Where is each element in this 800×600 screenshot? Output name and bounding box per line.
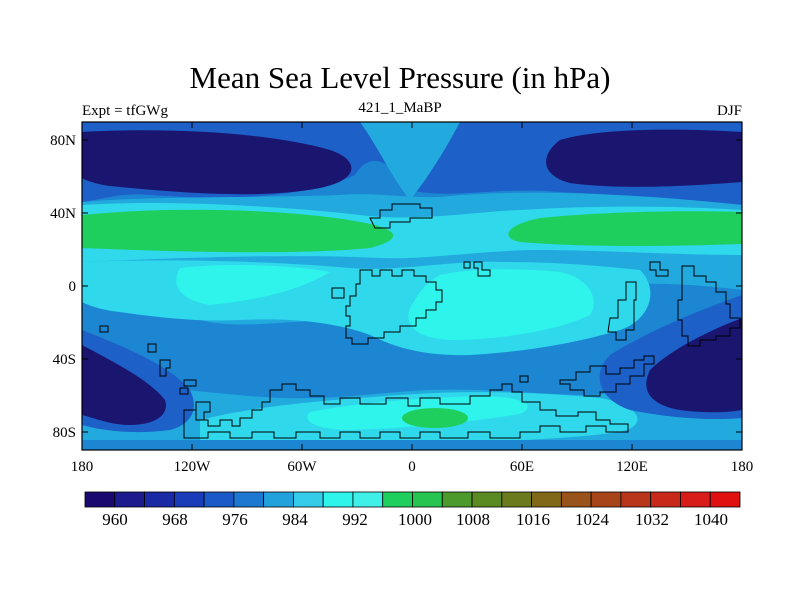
colorbar-swatch	[382, 491, 413, 508]
colorbar-swatch	[680, 491, 711, 508]
colorbar-label: 1032	[635, 510, 669, 529]
colorbar-label: 1008	[456, 510, 490, 529]
lon-tick-labels: 180 120W 60W 0 60E 120E 180	[71, 459, 754, 475]
colorbar-swatch	[144, 491, 175, 508]
lon-tick-label: 0	[408, 459, 416, 475]
colorbar-swatch	[322, 491, 354, 508]
lat-tick-labels: 80N 40N 0 40S 80S	[50, 133, 76, 441]
colorbar-label: 1016	[516, 510, 550, 529]
colorbar-swatch	[531, 491, 562, 508]
lat-axis	[82, 139, 742, 433]
tiny-islands	[179, 375, 529, 395]
lon-tick-label: 60E	[510, 459, 534, 475]
lon-axis	[81, 122, 743, 450]
pressure-field	[82, 122, 742, 450]
south-east-outline	[559, 355, 655, 397]
colorbar-label: 1040	[694, 510, 728, 529]
north-low-east	[546, 129, 742, 187]
antarctic-green-high	[402, 408, 468, 428]
north-channel	[360, 122, 460, 200]
run-label: 421_1_MaBP	[358, 100, 442, 116]
west-islands	[99, 325, 157, 353]
north-high-green-east	[508, 211, 742, 246]
colorbar-labels: 960 968 976 984 992 1000 1008 1016 1024 …	[102, 510, 728, 529]
small-west-island	[331, 287, 345, 299]
lat-tick-label: 80S	[53, 425, 76, 441]
colorbar-swatch	[412, 491, 443, 508]
north-high-green-west	[82, 209, 394, 253]
colorbar-swatch	[114, 491, 145, 508]
equatorial-bright-west	[176, 265, 330, 305]
colorbar-label: 1000	[398, 510, 432, 529]
far-east-outline	[649, 261, 741, 347]
lat-tick-label: 40N	[50, 206, 76, 222]
colorbar-swatch	[620, 491, 652, 508]
colorbar-swatch	[263, 491, 294, 508]
colorbar-swatch	[293, 491, 324, 508]
lon-tick-label: 120W	[174, 459, 212, 475]
lon-tick-label: 180	[71, 459, 94, 475]
lon-tick-label: 120E	[616, 459, 648, 475]
colorbar-label: 968	[162, 510, 188, 529]
experiment-label: Expt = tfGWg	[82, 103, 168, 119]
colorbar-swatch	[352, 491, 384, 508]
colorbar-swatch	[650, 491, 681, 508]
equatorial-bright-center	[408, 269, 594, 340]
africa-outline	[345, 269, 443, 345]
colorbar-label: 960	[102, 510, 128, 529]
south-deep-west	[82, 345, 166, 425]
colorbar-swatch	[560, 491, 592, 508]
colorbar-swatch	[501, 491, 532, 508]
lat-tick-label: 80N	[50, 133, 76, 149]
colorbar-swatch	[471, 491, 503, 508]
lat-tick-label: 40S	[53, 352, 76, 368]
east-continent-outline	[607, 281, 637, 341]
colorbar-swatch	[441, 491, 473, 508]
colorbar	[84, 491, 741, 508]
map-title: Mean Sea Level Pressure (in hPa)	[189, 60, 611, 95]
colorbar-label: 976	[222, 510, 248, 529]
south-deep-east	[646, 318, 742, 413]
colorbar-label: 1024	[575, 510, 610, 529]
north-east-islands	[463, 261, 491, 277]
southern-land-outline	[183, 383, 629, 439]
colorbar-label: 984	[282, 510, 308, 529]
colorbar-swatch	[709, 491, 741, 508]
colorbar-swatch	[233, 491, 265, 508]
season-label: DJF	[716, 103, 742, 119]
colorbar-swatch	[590, 491, 622, 508]
colorbar-swatch	[203, 491, 235, 508]
colorbar-swatch	[84, 491, 116, 508]
north-low-west	[82, 130, 352, 195]
lon-tick-label: 60W	[287, 459, 317, 475]
colorbar-swatch	[173, 491, 205, 508]
lon-tick-label: 180	[731, 459, 754, 475]
north-continent-outline	[369, 203, 433, 229]
south-mid-band	[82, 320, 742, 407]
lat-tick-label: 0	[69, 279, 77, 295]
colorbar-label: 992	[342, 510, 368, 529]
coastlines	[99, 203, 741, 439]
